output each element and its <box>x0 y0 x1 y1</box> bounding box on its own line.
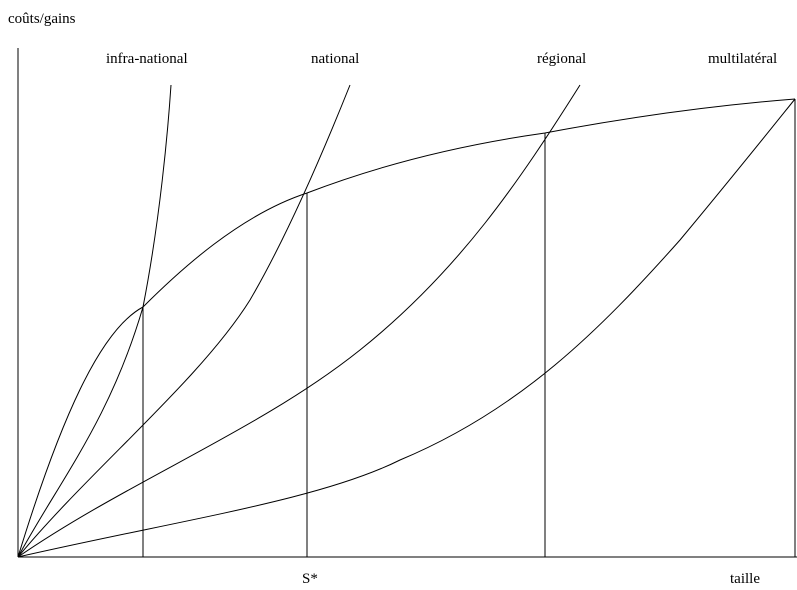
gains-curve <box>17 98 796 558</box>
curve-label-national: national <box>311 51 360 67</box>
cost-curve-multilateral <box>17 98 796 558</box>
curve-label-multilateral: multilatéral <box>708 52 778 67</box>
curve-label-regional: régional <box>537 51 587 67</box>
y-axis-label: coûts/gains <box>8 11 76 27</box>
cost-curve-national <box>17 84 351 558</box>
s-star-label: S* <box>302 571 318 587</box>
x-axis-label: taille <box>730 571 760 587</box>
curve-label-infra-national: infra-national <box>106 51 188 67</box>
cost-curve-regional <box>17 84 581 558</box>
